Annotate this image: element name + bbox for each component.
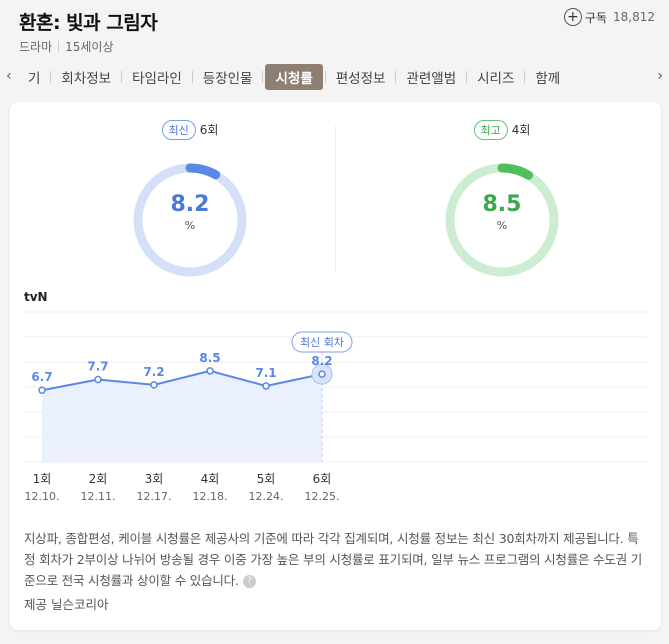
best-rating-unit: %	[496, 219, 508, 232]
tab-divider	[50, 71, 52, 83]
tab-divider	[262, 71, 264, 83]
gauge-divider	[335, 126, 336, 272]
latest-rating-unit: %	[184, 219, 196, 232]
tab-divider	[191, 71, 193, 83]
best-badge: 최고	[473, 120, 508, 140]
subscriber-count: 18,812	[613, 10, 655, 24]
data-label: 7.2	[143, 365, 164, 379]
ratings-notice: 지상파, 종합편성, 케이블 시청률은 제공사의 기준에 따라 각각 집계되며,…	[24, 528, 648, 591]
data-provider: 제공 닐슨코리아	[24, 597, 109, 612]
tab-4[interactable]: 시청률	[265, 64, 323, 90]
x-tick-episode: 5회	[257, 472, 276, 486]
x-tick-date: 12.17.	[137, 490, 172, 503]
best-gauge-ring	[445, 163, 559, 277]
best-rating-value: 8.5	[482, 192, 522, 217]
tab-6[interactable]: 관련앨범	[406, 71, 457, 87]
x-tick-episode: 3회	[145, 472, 164, 486]
gauge-arc	[445, 163, 559, 277]
chevron-left-icon[interactable]: ‹	[6, 68, 12, 84]
latest-rating-value: 8.2	[170, 192, 210, 217]
ratings-chart: 6.7 1회 12.10. 7.7 2회 12.11. 7.2 3회 12.17. 8.5 4회 12…	[24, 311, 647, 503]
x-tick-episode: 4회	[201, 472, 220, 486]
tab-8[interactable]: 함께	[535, 71, 561, 87]
x-tick-date: 12.24.	[249, 490, 284, 503]
data-label: 8.2	[311, 354, 332, 368]
best-episode: 4회	[511, 123, 531, 137]
data-label: 7.7	[87, 360, 108, 374]
data-point	[38, 386, 46, 394]
latest-episode-badge-label: 최신 회차	[300, 336, 344, 349]
latest-badge: 최신	[161, 120, 196, 140]
x-tick-episode: 2회	[89, 472, 108, 486]
tab-track: 기 회차정보 타임라인 등장인물 시청률 편성정보 관련앨범 시리즈 함께	[26, 62, 651, 92]
data-point	[318, 370, 326, 378]
latest-rating-gauge: 최신 6회 8.2 %	[100, 102, 280, 277]
data-point	[94, 375, 102, 384]
x-tick-date: 12.25.	[305, 490, 340, 503]
tab-divider	[121, 71, 123, 83]
channel-label: tvN	[24, 290, 48, 304]
subscribe-label: 구독	[584, 10, 607, 25]
data-label: 7.1	[255, 366, 276, 380]
tab-bar: ‹ 기 회차정보 타임라인 등장인물 시청률 편성정보 관련앨범 시리즈 함께 ›	[0, 62, 669, 92]
tab-7[interactable]: 시리즈	[477, 71, 515, 87]
gauge-arc	[133, 163, 247, 277]
data-label: 6.7	[31, 370, 52, 384]
data-point	[206, 367, 214, 375]
plus-icon: +	[563, 8, 582, 26]
info-divider	[58, 41, 60, 52]
header: 환혼: 빛과 그림자 드라마 15세이상 + 구독 18,812	[0, 0, 669, 62]
page-title: 환혼: 빛과 그림자	[19, 12, 158, 34]
series-line	[41, 369, 323, 392]
best-rating-gauge: 최고 4회 8.5 %	[412, 102, 592, 277]
notice-text: 지상파, 종합편성, 케이블 시청률은 제공사의 기준에 따라 각각 집계되며,…	[24, 531, 643, 588]
data-point	[262, 382, 270, 390]
tab-divider	[524, 71, 526, 83]
tab-divider	[395, 71, 397, 83]
tab-5[interactable]: 편성정보	[335, 71, 386, 87]
genre-label: 드라마	[19, 40, 53, 54]
tab-1[interactable]: 회차정보	[61, 71, 112, 87]
x-tick-date: 12.18.	[193, 490, 228, 503]
chevron-right-icon[interactable]: ›	[657, 68, 663, 84]
program-info: 드라마 15세이상	[19, 38, 114, 55]
help-icon[interactable]: ?	[242, 575, 256, 588]
tab-0[interactable]: 기	[28, 71, 41, 87]
tab-3[interactable]: 등장인물	[202, 71, 253, 87]
subscribe-button[interactable]: + 구독 18,812	[563, 8, 655, 26]
x-tick-date: 12.10.	[25, 490, 60, 503]
tab-divider	[466, 71, 468, 83]
age-rating-label: 15세이상	[65, 40, 114, 54]
x-tick-episode: 6회	[313, 472, 332, 486]
tab-2[interactable]: 타임라인	[132, 71, 182, 87]
x-tick-date: 12.11.	[81, 490, 116, 503]
latest-episode: 6회	[199, 123, 219, 137]
latest-gauge-label: 최신 6회	[100, 120, 280, 140]
latest-episode-badge	[291, 331, 353, 353]
latest-gauge-ring	[133, 163, 247, 277]
tab-divider	[324, 71, 326, 83]
data-point	[150, 381, 158, 389]
data-label: 8.5	[199, 351, 220, 365]
chart-area	[42, 370, 322, 462]
x-tick-episode: 1회	[33, 472, 52, 486]
best-gauge-label: 최고 4회	[412, 120, 592, 140]
ratings-card: 최신 6회 8.2 % 최고 4회 8.5 % tvN 6.7 1회 12.10. 7.7…	[10, 102, 661, 630]
